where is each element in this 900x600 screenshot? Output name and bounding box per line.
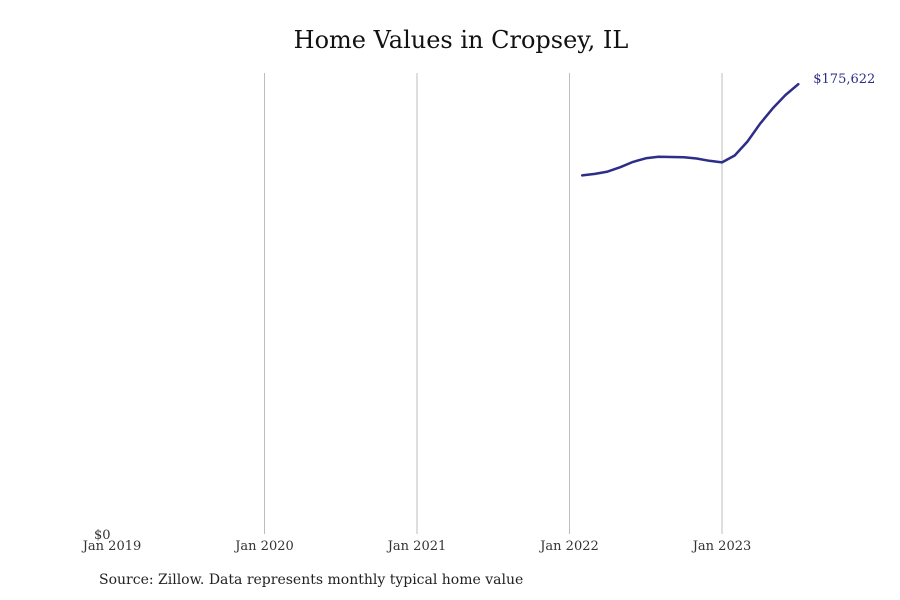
y-tick-label: $0 <box>94 528 111 543</box>
chart-title: Home Values in Cropsey, IL <box>293 26 629 54</box>
series-line <box>580 82 800 177</box>
gridlines <box>264 73 723 534</box>
x-axis-ticks: Jan 2019 Jan 2020 Jan 2021 Jan 2022 Jan 2023 <box>81 539 752 554</box>
x-tick-label: Jan 2020 <box>233 539 294 554</box>
x-tick-label: Jan 2019 <box>81 539 142 554</box>
x-tick-label: Jan 2022 <box>538 539 599 554</box>
x-tick-label: Jan 2021 <box>386 539 447 554</box>
series-layer <box>580 82 800 177</box>
source-note: Source: Zillow. Data represents monthly … <box>99 572 524 588</box>
end-value-label: $175,622 <box>813 72 875 87</box>
x-tick-label: Jan 2023 <box>691 539 752 554</box>
